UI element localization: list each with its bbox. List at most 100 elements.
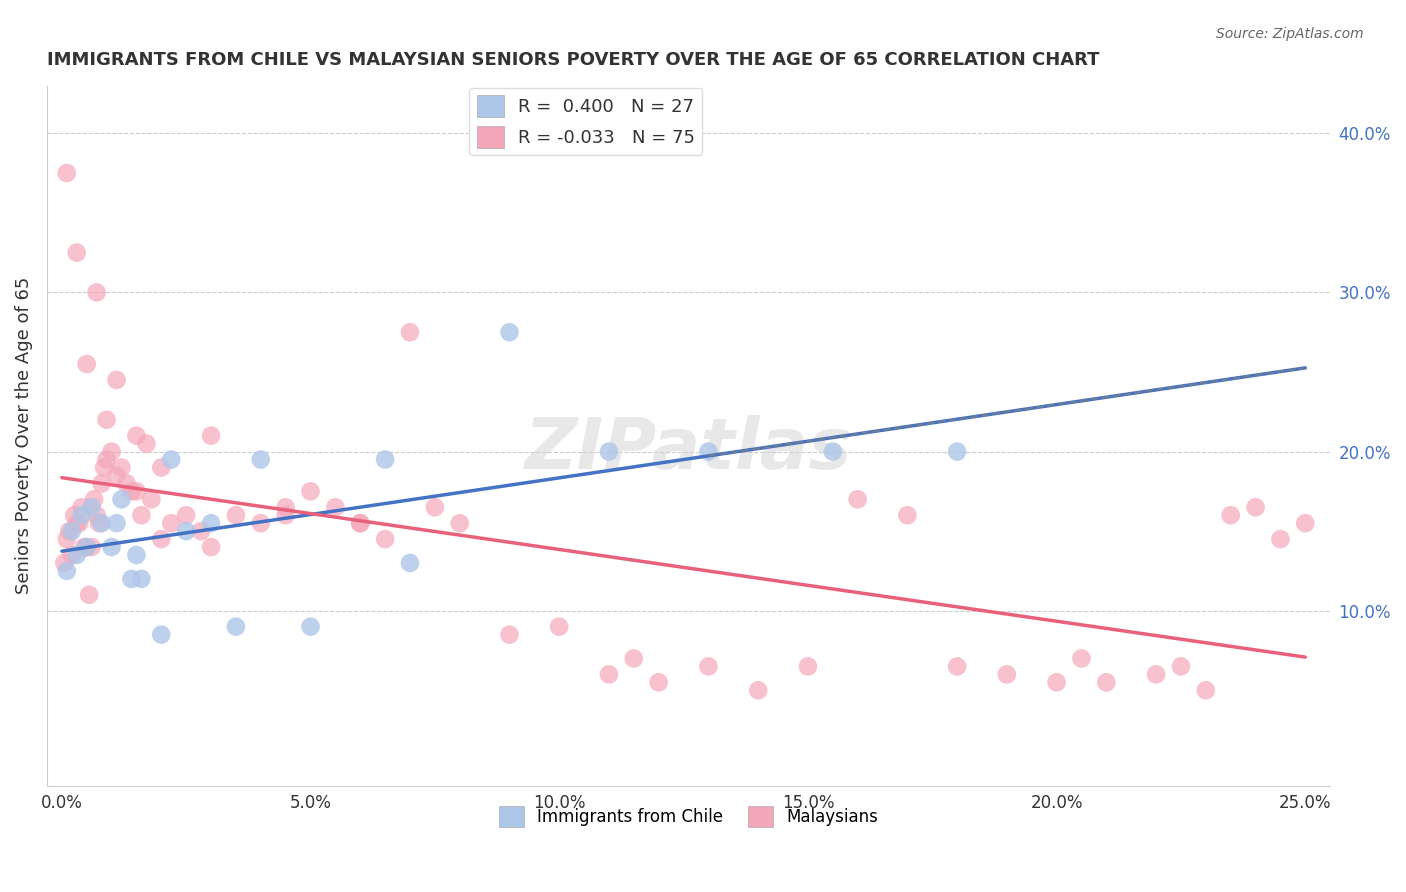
Point xyxy=(60,548,83,562)
Point xyxy=(125,548,148,562)
Point xyxy=(349,516,371,531)
Point xyxy=(200,540,222,554)
Point xyxy=(55,532,77,546)
Point xyxy=(70,508,93,523)
Legend: Immigrants from Chile, Malaysians: Immigrants from Chile, Malaysians xyxy=(492,800,884,833)
Point xyxy=(150,627,173,641)
Point xyxy=(249,452,271,467)
Point xyxy=(449,516,471,531)
Point xyxy=(423,500,446,515)
Point xyxy=(120,484,142,499)
Point xyxy=(1219,508,1241,523)
Point xyxy=(60,524,83,538)
Point xyxy=(190,524,212,538)
Point xyxy=(747,683,769,698)
Point xyxy=(55,564,77,578)
Point xyxy=(66,548,89,562)
Point xyxy=(67,516,90,531)
Point xyxy=(299,620,322,634)
Point xyxy=(55,166,77,180)
Point xyxy=(70,500,93,515)
Point xyxy=(90,516,112,531)
Point xyxy=(697,659,720,673)
Point xyxy=(80,500,103,515)
Point xyxy=(125,428,148,442)
Point xyxy=(100,540,122,554)
Point xyxy=(87,516,110,531)
Point xyxy=(647,675,669,690)
Point xyxy=(1195,683,1218,698)
Point xyxy=(135,436,157,450)
Point xyxy=(96,452,118,467)
Point xyxy=(90,476,112,491)
Point xyxy=(96,413,118,427)
Point xyxy=(131,508,153,523)
Point xyxy=(105,373,128,387)
Point xyxy=(77,588,100,602)
Point xyxy=(548,620,571,634)
Point xyxy=(1045,675,1067,690)
Point xyxy=(598,667,620,681)
Point xyxy=(174,508,197,523)
Text: IMMIGRANTS FROM CHILE VS MALAYSIAN SENIORS POVERTY OVER THE AGE OF 65 CORRELATIO: IMMIGRANTS FROM CHILE VS MALAYSIAN SENIO… xyxy=(46,51,1099,69)
Point xyxy=(76,540,98,554)
Point xyxy=(200,516,222,531)
Y-axis label: Seniors Poverty Over the Age of 65: Seniors Poverty Over the Age of 65 xyxy=(15,277,32,594)
Point xyxy=(110,460,132,475)
Point xyxy=(623,651,645,665)
Point xyxy=(225,620,247,634)
Point xyxy=(83,492,105,507)
Point xyxy=(1095,675,1118,690)
Point xyxy=(325,500,347,515)
Point xyxy=(946,659,969,673)
Point xyxy=(299,484,322,499)
Point xyxy=(349,516,371,531)
Point xyxy=(249,516,271,531)
Point xyxy=(498,325,520,339)
Point xyxy=(160,516,183,531)
Text: ZIPatlas: ZIPatlas xyxy=(524,415,852,484)
Point xyxy=(797,659,820,673)
Point xyxy=(86,508,108,523)
Point xyxy=(66,245,89,260)
Point xyxy=(160,452,183,467)
Point xyxy=(598,444,620,458)
Point xyxy=(86,285,108,300)
Point xyxy=(110,492,132,507)
Point xyxy=(498,627,520,641)
Point xyxy=(896,508,918,523)
Point xyxy=(821,444,844,458)
Point xyxy=(76,540,98,554)
Point xyxy=(1270,532,1292,546)
Point xyxy=(1170,659,1192,673)
Point xyxy=(200,428,222,442)
Point xyxy=(73,540,96,554)
Point xyxy=(131,572,153,586)
Point xyxy=(63,508,86,523)
Point xyxy=(105,468,128,483)
Text: Source: ZipAtlas.com: Source: ZipAtlas.com xyxy=(1216,27,1364,41)
Point xyxy=(66,516,89,531)
Point xyxy=(697,444,720,458)
Point xyxy=(150,460,173,475)
Point xyxy=(125,484,148,499)
Point xyxy=(1144,667,1167,681)
Point xyxy=(399,556,422,570)
Point xyxy=(846,492,869,507)
Point xyxy=(105,516,128,531)
Point xyxy=(1070,651,1092,665)
Point xyxy=(274,500,297,515)
Point xyxy=(115,476,138,491)
Point xyxy=(141,492,163,507)
Point xyxy=(174,524,197,538)
Point xyxy=(399,325,422,339)
Point xyxy=(274,508,297,523)
Point xyxy=(995,667,1018,681)
Point xyxy=(93,460,115,475)
Point xyxy=(225,508,247,523)
Point xyxy=(120,572,142,586)
Point xyxy=(58,524,80,538)
Point xyxy=(374,452,396,467)
Point xyxy=(80,540,103,554)
Point xyxy=(374,532,396,546)
